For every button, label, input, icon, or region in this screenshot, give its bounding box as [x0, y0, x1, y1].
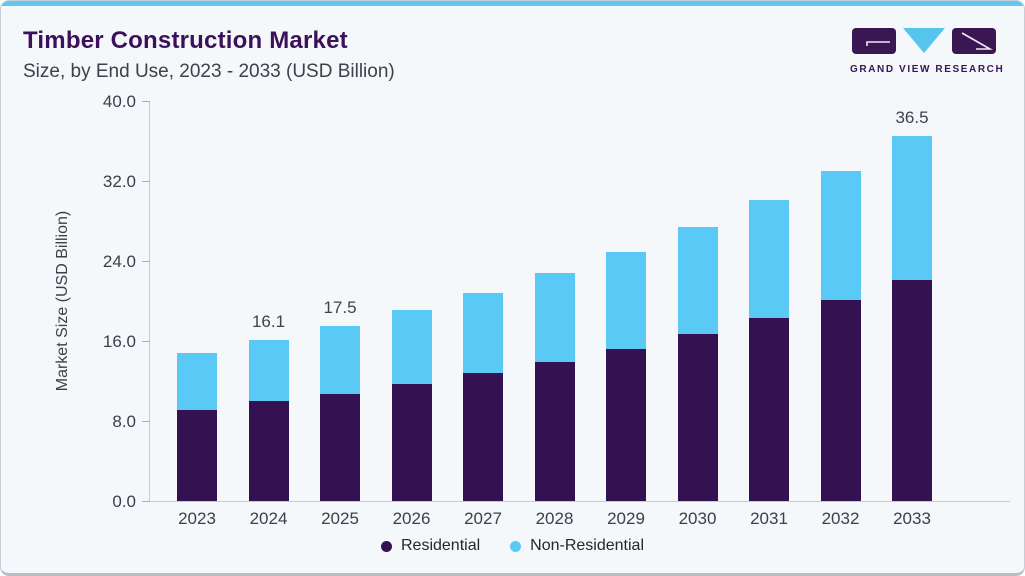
bar-2031-non-residential [749, 200, 789, 318]
bar-2029-residential [606, 349, 646, 501]
gvr-logo-text: GRAND VIEW RESEARCH [850, 64, 1005, 75]
y-tick-label: 0.0 [112, 492, 136, 511]
bar-2030-residential [677, 334, 718, 501]
x-tick-label-2028: 2028 [535, 509, 574, 528]
bar-2028-non-residential [534, 273, 575, 362]
x-tick-label-2029: 2029 [607, 509, 645, 528]
bar-2025-non-residential [320, 326, 360, 394]
legend-label: Residential [401, 537, 481, 554]
y-tick-label: 32.0 [102, 172, 136, 191]
x-tick-label-2026: 2026 [392, 509, 431, 528]
bar-2024-non-residential [248, 340, 289, 401]
y-tick-mark [142, 341, 150, 342]
bar-2033-residential [892, 280, 932, 501]
legend-item-residential: Residential [381, 537, 480, 555]
top-accent-bar [1, 1, 1024, 6]
legend-dot [510, 540, 522, 552]
x-tick-label-2030: 2030 [678, 509, 717, 528]
y-tick-mark [142, 181, 150, 182]
plot-area: 0.0 8.0 16.0 24.0 32.0 40.0 2023 2024 16.1 2025 17… [103, 92, 1010, 528]
legend-dot [381, 540, 392, 552]
x-tick-label-2032: 2032 [821, 509, 860, 528]
x-tick-label-2033: 2033 [893, 509, 931, 528]
gvr-logo: GRAND VIEW RESEARCH [850, 28, 1005, 75]
bar-total-label-2025: 17.5 [323, 298, 357, 317]
bar-2023-non-residential [177, 353, 217, 410]
bar-total-label-2033: 36.5 [895, 108, 929, 127]
y-tick-mark [142, 501, 150, 502]
bar-2024-residential [248, 401, 289, 501]
gvr-logo-icon [852, 28, 996, 54]
bar-2028-residential [534, 362, 575, 501]
bar-total-label-2024: 16.1 [251, 312, 286, 331]
bar-2032-residential [820, 300, 861, 501]
chart-header: Timber Construction Market Size, by End … [23, 27, 395, 83]
x-tick-label-2024: 2024 [249, 509, 288, 528]
legend: Residential Non-Residential [1, 537, 1024, 555]
bar-2029-non-residential [606, 252, 646, 349]
bar-2032-non-residential [820, 171, 861, 300]
page-title: Timber Construction Market [23, 27, 348, 54]
y-axis-title: Market Size (USD Billion) [54, 210, 71, 392]
legend-label: Non-Residential [530, 537, 644, 554]
page-subtitle: Size, by End Use, 2023 - 2033 (USD Billi… [23, 61, 395, 82]
x-tick-label-2023: 2023 [178, 509, 216, 528]
y-tick-label: 40.0 [102, 92, 136, 111]
bar-2027-residential [463, 373, 503, 501]
x-tick-label-2031: 2031 [750, 509, 788, 528]
x-tick-label-2027: 2027 [464, 509, 502, 528]
bar-2023-residential [177, 410, 217, 501]
bar-2026-residential [391, 384, 432, 501]
y-tick-mark [142, 421, 150, 422]
y-tick-mark [142, 261, 150, 262]
bar-2033-non-residential [892, 136, 932, 280]
y-tick-label: 8.0 [112, 412, 136, 431]
y-tick-label: 16.0 [102, 332, 136, 351]
bar-2030-non-residential [677, 227, 718, 334]
y-tick-mark [142, 101, 150, 102]
bar-2026-non-residential [391, 310, 432, 384]
y-tick-label: 24.0 [102, 252, 136, 271]
bar-2027-non-residential [463, 293, 503, 373]
bar-2025-residential [320, 394, 360, 501]
x-tick-label-2025: 2025 [321, 509, 359, 528]
bar-2031-residential [749, 318, 789, 501]
legend-item-non-residential: Non-Residential [510, 537, 644, 555]
